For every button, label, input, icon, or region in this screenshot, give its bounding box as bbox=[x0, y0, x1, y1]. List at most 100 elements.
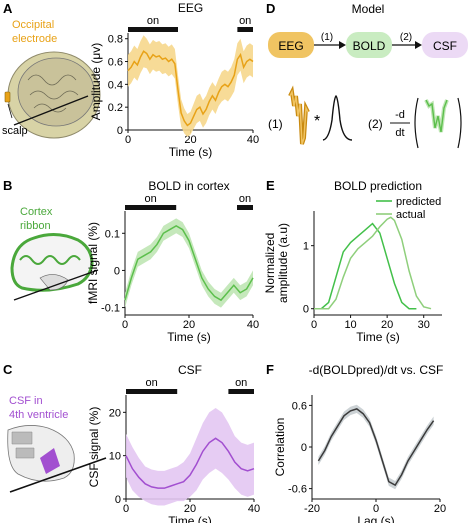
x-tick-label: 20 bbox=[184, 134, 196, 146]
series-line bbox=[127, 50, 254, 127]
arrow-1-head bbox=[339, 41, 346, 49]
eq2-numerator: -d bbox=[395, 109, 405, 121]
y-axis-label: CSF signal (%) bbox=[87, 407, 101, 488]
on-label: on bbox=[239, 193, 251, 205]
y-tick-label: 0 bbox=[303, 304, 309, 316]
panel-letter-b: B bbox=[3, 178, 12, 193]
hrf-kernel-icon bbox=[322, 95, 353, 141]
occipital-label-line2: electrode bbox=[12, 33, 57, 45]
on-label: on bbox=[239, 15, 251, 27]
x-axis-label: Time (s) bbox=[167, 330, 211, 344]
legend-label: actual bbox=[396, 209, 425, 221]
panel-letter-a: A bbox=[3, 1, 13, 16]
y-tick-label: 0 bbox=[301, 442, 307, 454]
on-bar bbox=[125, 205, 177, 210]
node-bold bbox=[346, 32, 392, 58]
cortex-label-line2: ribbon bbox=[20, 220, 51, 232]
on-bar bbox=[126, 389, 178, 394]
panel-letter-f: F bbox=[266, 362, 274, 377]
x-tick-label: 30 bbox=[418, 319, 430, 331]
x-tick-label: 0 bbox=[373, 503, 379, 515]
model-title: Model bbox=[352, 2, 385, 16]
series-line-actual bbox=[314, 216, 432, 310]
x-tick-label: 0 bbox=[125, 134, 131, 146]
y-tick-label: 0.1 bbox=[105, 228, 120, 240]
brain-illustration-a: Occipital electrode scalp bbox=[2, 19, 101, 139]
slice-line-b bbox=[13, 269, 99, 301]
y-tick-label: 0 bbox=[114, 265, 120, 277]
x-tick-label: 40 bbox=[247, 319, 259, 331]
on-label: on bbox=[144, 193, 156, 205]
y-axis-label: Normalized bbox=[263, 233, 277, 294]
y-tick-label: 0.6 bbox=[108, 57, 123, 69]
series-line bbox=[124, 224, 254, 302]
cerebellum-pattern bbox=[11, 431, 35, 459]
eq2-denominator: dt bbox=[395, 127, 404, 139]
x-tick-label: 0 bbox=[122, 319, 128, 331]
y-axis-label: Correlation bbox=[273, 418, 287, 477]
y-tick-label: 0 bbox=[117, 125, 123, 137]
series-line-predicted bbox=[314, 222, 417, 310]
x-axis-label: Time (s) bbox=[356, 330, 400, 344]
x-axis-label: Time (s) bbox=[168, 514, 212, 523]
y-tick-label: -0.6 bbox=[288, 484, 307, 496]
csf-label-line2: 4th ventricle bbox=[9, 409, 68, 421]
node-csf bbox=[422, 32, 468, 58]
x-axis-label: Time (s) bbox=[169, 145, 213, 159]
y-tick-label: 10 bbox=[109, 451, 121, 463]
x-axis-label: Lag (s) bbox=[357, 514, 394, 523]
arrow-1-label: (1) bbox=[321, 32, 333, 43]
arrow-2-label: (2) bbox=[400, 32, 412, 43]
x-tick-label: -20 bbox=[304, 503, 320, 515]
cortex-ribbon-shape bbox=[10, 233, 94, 292]
panel-letter-c: C bbox=[3, 362, 13, 377]
node-eeg bbox=[268, 32, 314, 58]
series-line bbox=[125, 437, 255, 489]
y-axis-label: amplitude (a.u) bbox=[276, 223, 290, 303]
arrow-2-head bbox=[415, 41, 422, 49]
series-line bbox=[317, 408, 435, 487]
slice-line bbox=[13, 95, 89, 126]
y-tick-label: 0.6 bbox=[292, 400, 307, 412]
eq1-label: (1) bbox=[268, 117, 283, 131]
node-eeg-label: EEG bbox=[278, 39, 303, 53]
y-axis-label: Amplitude (μv) bbox=[89, 43, 103, 121]
occipital-label-line1: Occipital bbox=[12, 19, 54, 31]
panel-letter-d: D bbox=[266, 1, 275, 16]
on-bar bbox=[237, 27, 253, 32]
bold-trace-icon bbox=[425, 99, 448, 133]
eeg-trace-icon-inner bbox=[289, 89, 309, 145]
x-tick-label: 40 bbox=[247, 134, 259, 146]
chart-title-e: BOLD prediction bbox=[334, 179, 422, 193]
chart-bold-prediction: BOLD prediction 0 10 20 30 0 1 Time (s) Normaliz… bbox=[263, 179, 442, 344]
on-bar bbox=[128, 27, 178, 32]
on-label: on bbox=[145, 377, 157, 389]
x-tick-label: 20 bbox=[381, 319, 393, 331]
x-tick-label: 0 bbox=[123, 503, 129, 515]
eq2-parentheses bbox=[414, 97, 462, 149]
x-tick-label: 20 bbox=[434, 503, 446, 515]
chart-correlation: -d(BOLDpred)/dt vs. CSF -20 0 20 -0.6 0 0.6 Lag… bbox=[273, 363, 446, 528]
chart-title-b: BOLD in cortex bbox=[148, 179, 229, 193]
scalp-label: scalp bbox=[2, 125, 28, 137]
y-tick-label: -0.1 bbox=[101, 303, 120, 315]
panel-letter-e: E bbox=[266, 178, 275, 193]
brain-illustration-c: CSF in 4th ventricle bbox=[7, 395, 107, 493]
convolution-operator: * bbox=[314, 113, 320, 130]
cortex-folds bbox=[19, 255, 81, 265]
y-tick-label: 0.2 bbox=[108, 102, 123, 114]
x-tick-label: 10 bbox=[344, 319, 356, 331]
chart-eeg: EEG on on 0 20 40 0 0.2 0.4 0.6 0.8 Time (s) Amplitu… bbox=[89, 1, 259, 159]
error-band bbox=[125, 218, 253, 308]
cortex-label-line1: Cortex bbox=[20, 206, 53, 218]
error-band bbox=[126, 408, 254, 506]
csf-label-line1: CSF in bbox=[9, 395, 43, 407]
node-csf-label: CSF bbox=[433, 39, 457, 53]
y-axis-label: fMRI signal (%) bbox=[86, 222, 100, 304]
scalp-pointer bbox=[7, 103, 13, 119]
brain-folds bbox=[27, 74, 79, 113]
ventricle-shape bbox=[40, 448, 60, 474]
slice-line-c bbox=[9, 457, 107, 493]
